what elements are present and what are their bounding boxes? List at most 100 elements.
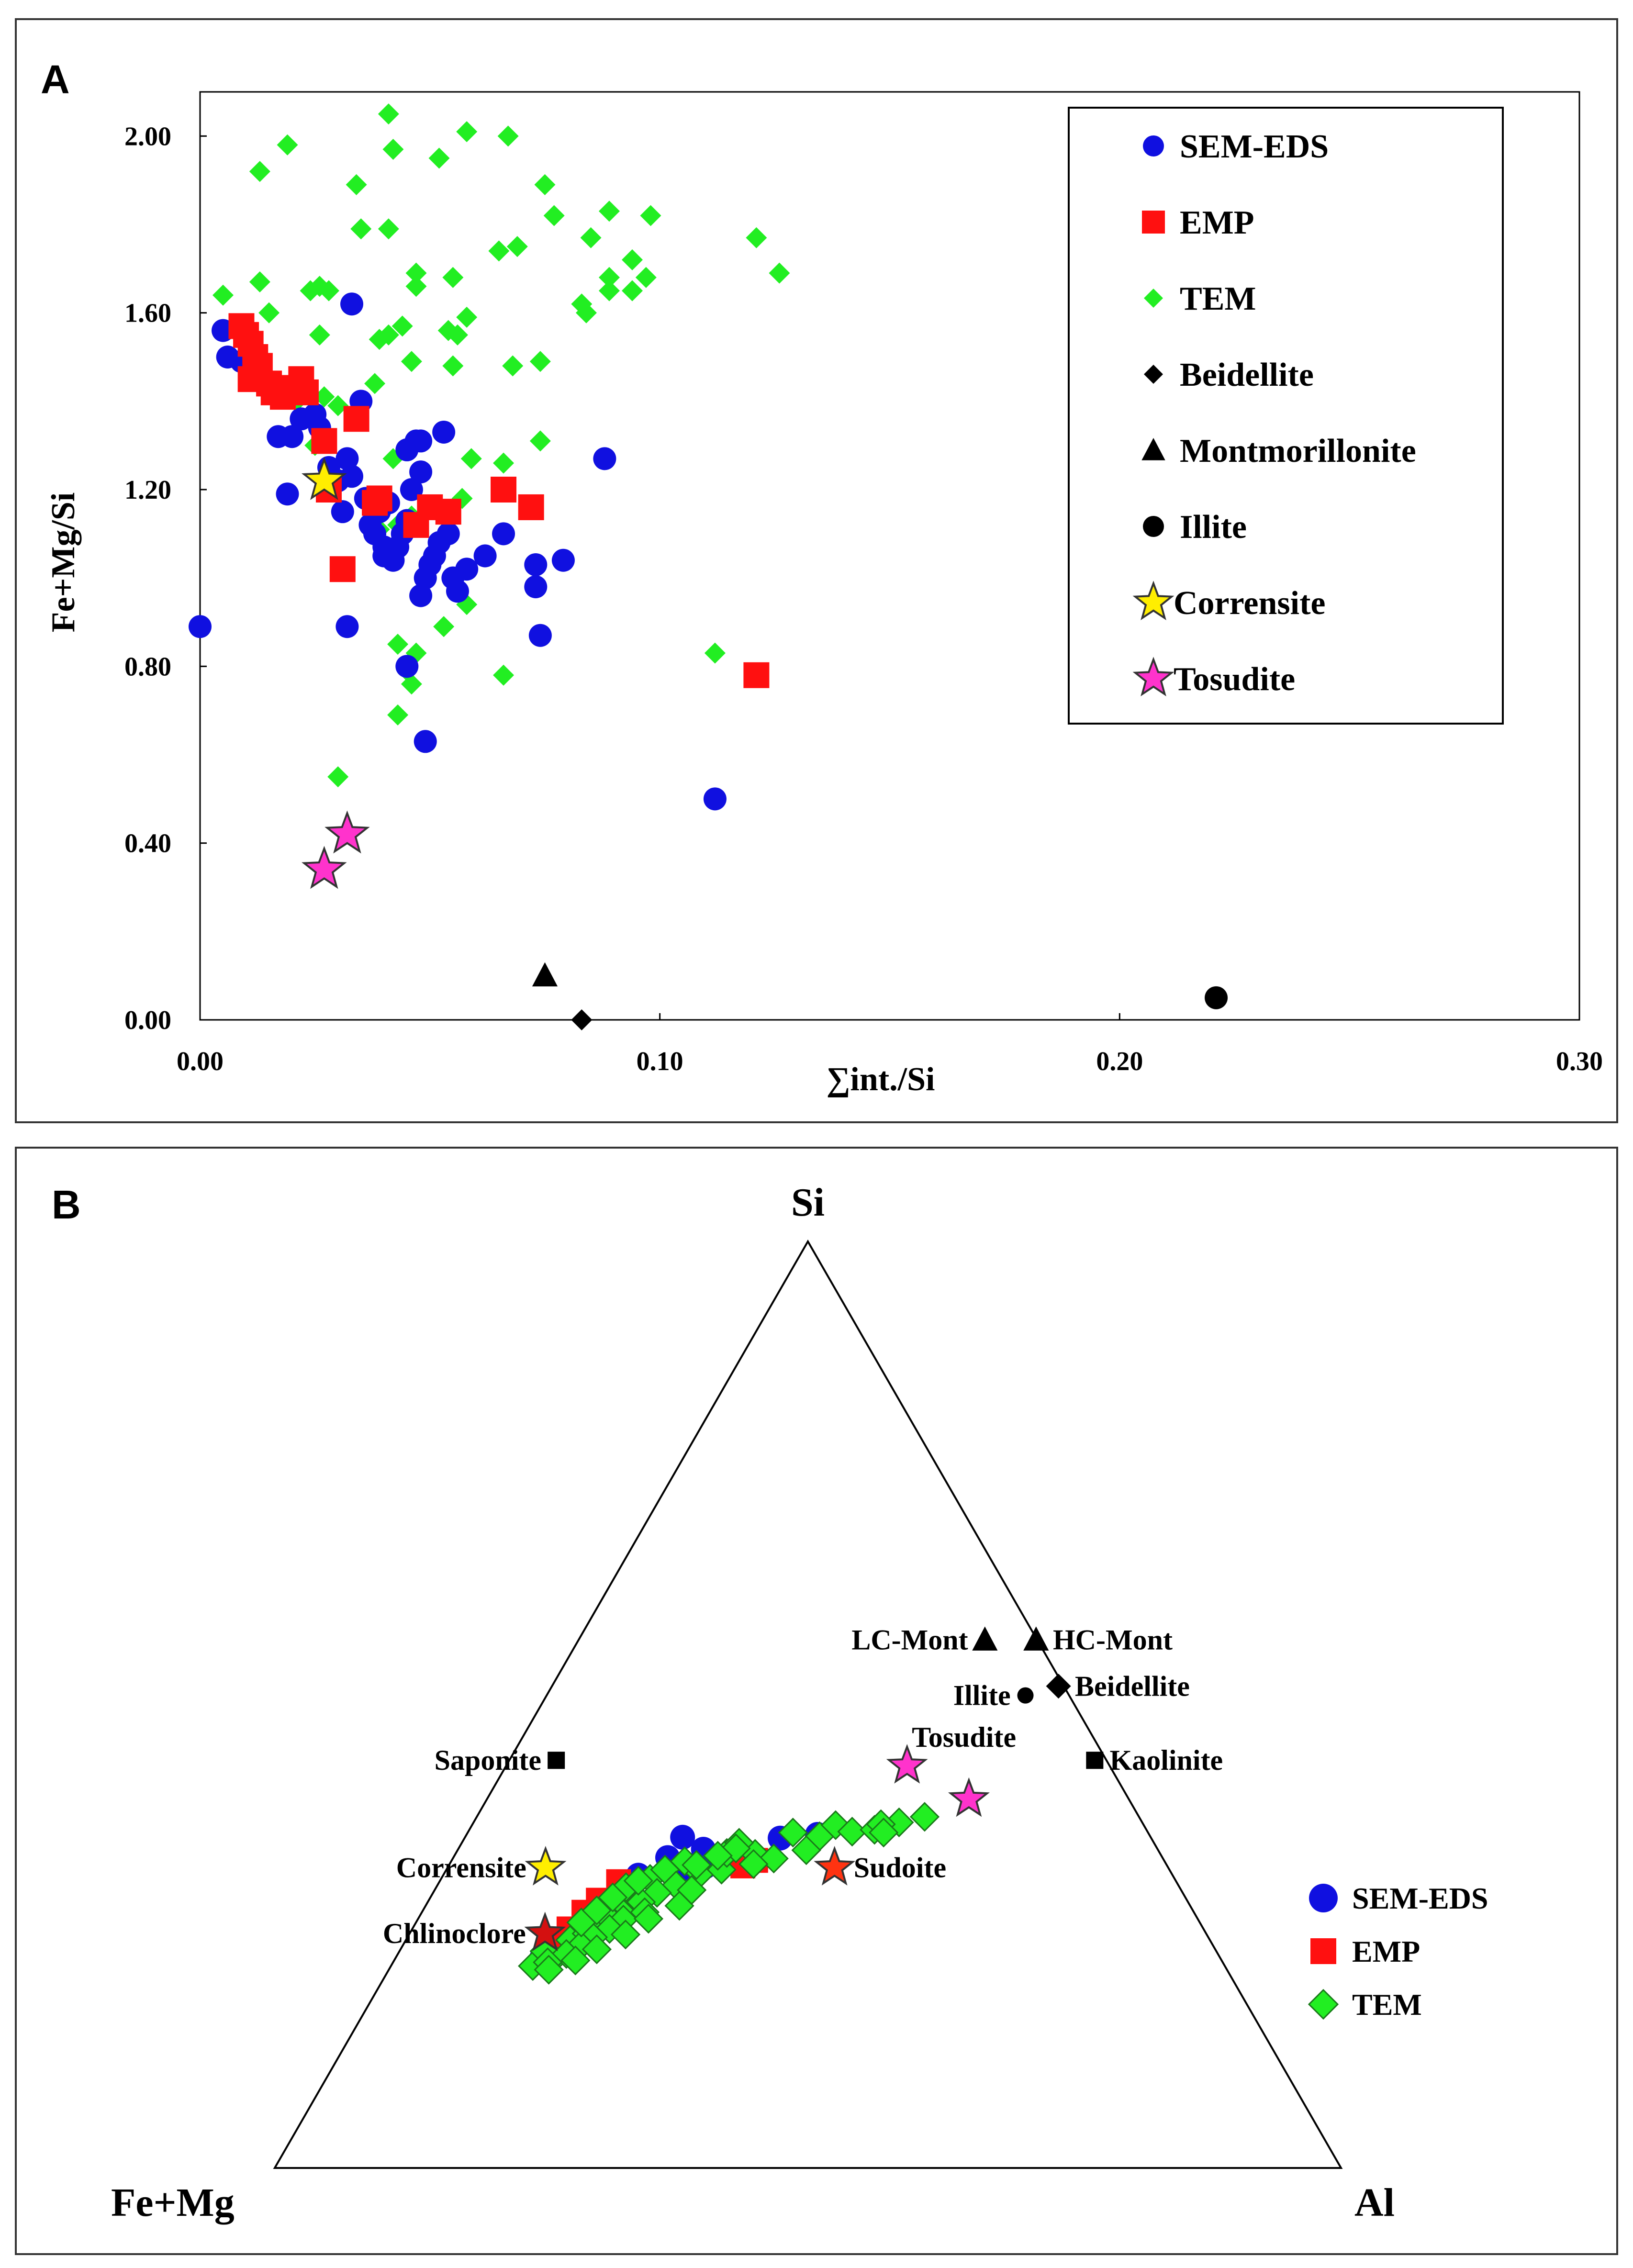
point-tem-37	[309, 324, 330, 346]
ref-marker-tosudite	[886, 1744, 928, 1784]
panel-a-legend: SEM-EDS EMP TEM Beidellite Montmorillonite Il…	[1068, 107, 1504, 725]
y-tick-label-0-40: 0.40	[124, 829, 171, 859]
panel-a-ticks: 0.00 0.10 0.20 0.30 0.00 0.40 0.80 1.20 1.60 2.00	[124, 122, 1603, 1076]
ternary-point-tem-26	[598, 1882, 628, 1912]
legend-marker-sem-eds	[1143, 135, 1164, 156]
legend-label-tosudite: Tosudite	[1174, 661, 1295, 698]
point-montmorillonite-0	[532, 962, 558, 987]
legend-label-sem-eds: SEM-EDS	[1180, 128, 1329, 165]
ref-label-saponite: Saponite	[435, 1744, 541, 1776]
point-tem-36	[258, 302, 280, 324]
legend-label-illite: Illite	[1180, 509, 1247, 546]
legend-marker-corrensite	[1132, 581, 1174, 621]
point-tem-21	[442, 267, 464, 288]
point-tem-68	[704, 642, 726, 664]
ternary-point-tem-53	[534, 1955, 564, 1985]
panel-a: A 0.00 0.10 0.20 0.30 0.00 0.40 0.80 1.20 1.60 2.…	[15, 18, 1618, 1123]
point-beidellite-0	[571, 1009, 593, 1030]
point-emp-12	[311, 428, 337, 454]
point-emp-17	[366, 485, 392, 512]
ternary-point-tem-33	[778, 1818, 808, 1848]
y-tick-label-1-60: 1.60	[124, 299, 171, 328]
point-tem-12	[598, 201, 620, 222]
point-sem-eds-55	[414, 730, 437, 753]
point-sem-eds-34	[409, 460, 433, 484]
ref-label-beidellite: Beidellite	[1075, 1670, 1190, 1702]
x-axis-title: ∑int./Si	[827, 1061, 935, 1098]
point-sem-eds-54	[395, 655, 419, 678]
point-tosudite-1	[324, 810, 370, 854]
point-tem-43	[502, 355, 524, 377]
point-tem-32	[318, 280, 339, 302]
ternary-triangle	[273, 1239, 1343, 2169]
ternary-point-tem-51	[582, 1934, 612, 1965]
point-tem-10	[378, 218, 399, 240]
ref-marker-chlinoclore	[524, 1911, 566, 1952]
point-sem-eds-44	[446, 580, 469, 603]
panel-a-plot-area	[199, 91, 1580, 1021]
y-axis-title: Fe+Mg/Si	[45, 492, 82, 633]
x-tick-label-0-30: 0.30	[1556, 1047, 1603, 1076]
point-tem-20	[405, 262, 427, 284]
ternary-legend-label-tem: TEM	[1352, 1988, 1422, 2022]
ref-marker-hc-mont	[1023, 1626, 1049, 1651]
ternary-point-sem-eds-5	[670, 1824, 695, 1850]
point-tem-52	[493, 452, 515, 474]
legend-marker-beidellite	[1144, 365, 1163, 384]
legend-marker-tosudite	[1132, 657, 1174, 697]
ternary-point-tem-41	[869, 1818, 899, 1848]
point-corrensite-0	[302, 457, 347, 500]
point-tem-0	[249, 161, 270, 182]
ref-marker-kaolinite	[1086, 1752, 1104, 1769]
point-tosudite-0	[302, 846, 347, 889]
panel-b-legend: SEM-EDS EMP TEM	[1308, 1881, 1488, 2022]
point-tem-24	[598, 280, 620, 302]
y-tick-label-0-80: 0.80	[124, 652, 171, 682]
panel-a-letter: A	[41, 57, 70, 102]
point-tem-49	[327, 395, 349, 416]
point-sem-eds-0	[189, 615, 212, 638]
legend-label-beidellite: Beidellite	[1180, 357, 1314, 393]
point-sem-eds-51	[551, 548, 575, 572]
point-tem-45	[364, 373, 386, 394]
point-tem-42	[442, 355, 464, 377]
ternary-point-tem-50	[610, 1920, 641, 1950]
point-sem-eds-16	[336, 447, 359, 470]
ternary-point-tem-36	[837, 1817, 867, 1847]
ref-label-sudoite: Sudoite	[854, 1852, 946, 1884]
legend-label-corrensite: Corrensite	[1174, 585, 1326, 622]
point-tem-35	[456, 306, 478, 328]
point-tem-13	[640, 205, 661, 226]
point-tem-11	[543, 205, 565, 226]
vertex-label-al: Al	[1354, 2180, 1395, 2225]
vertex-label-si: Si	[791, 1180, 825, 1225]
legend-label-montmorillonite: Montmorillonite	[1180, 433, 1416, 469]
point-sem-eds-53	[336, 615, 359, 638]
ref-marker-illite	[1017, 1687, 1034, 1704]
point-sem-eds-18	[340, 292, 364, 316]
point-emp-11	[292, 379, 319, 405]
point-emp-21	[491, 477, 517, 503]
x-tick-label-0-00: 0.00	[177, 1047, 224, 1076]
point-tem-29	[249, 271, 270, 293]
point-emp-22	[518, 494, 544, 520]
legend-marker-emp	[1142, 211, 1165, 234]
ternary-legend-label-sem-eds: SEM-EDS	[1352, 1881, 1488, 1915]
point-tem-23	[635, 267, 657, 288]
point-emp-23	[743, 662, 770, 688]
point-tem-60	[387, 634, 409, 655]
point-tem-44	[529, 351, 551, 372]
vertex-label-fe-mg: Fe+Mg	[111, 2180, 235, 2225]
ternary-point-tem-52	[560, 1945, 591, 1976]
point-tem-51	[460, 448, 482, 469]
ternary-point-tem-46	[703, 1841, 733, 1871]
legend-items: SEM-EDS EMP TEM Beidellite Montmorillonite Il…	[1132, 128, 1416, 698]
point-emp-14	[329, 556, 356, 582]
point-tem-7	[346, 174, 367, 195]
point-tem-1	[277, 134, 298, 156]
point-sem-eds-49	[524, 575, 548, 599]
legend-box	[1068, 107, 1504, 725]
ternary-point-tem-48	[664, 1890, 694, 1921]
point-tem-27	[575, 302, 597, 324]
point-tem-33	[405, 276, 427, 297]
